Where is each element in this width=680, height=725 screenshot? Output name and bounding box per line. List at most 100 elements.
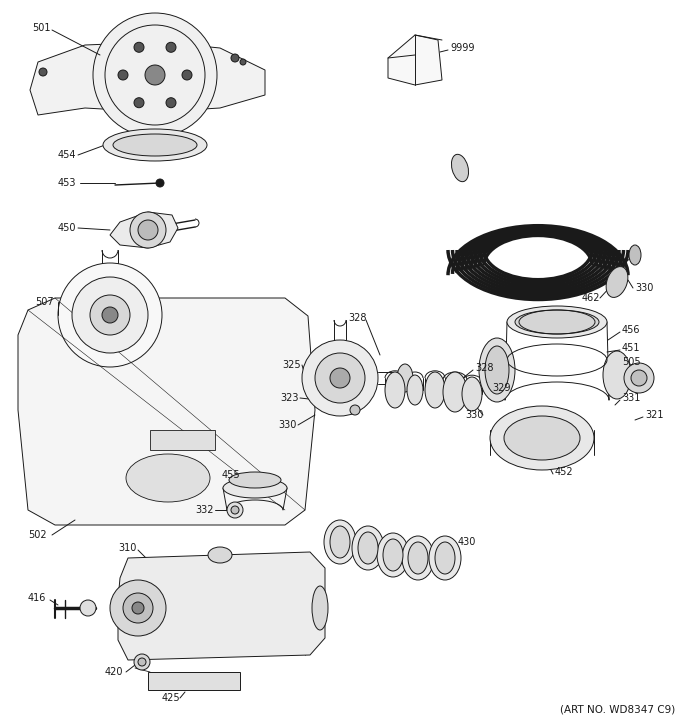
Ellipse shape — [397, 364, 413, 392]
Circle shape — [72, 277, 148, 353]
Ellipse shape — [126, 454, 210, 502]
Text: 332: 332 — [195, 505, 214, 515]
Ellipse shape — [606, 267, 628, 297]
Text: 330: 330 — [635, 283, 653, 293]
Circle shape — [130, 212, 166, 248]
Circle shape — [315, 353, 365, 403]
Text: 455: 455 — [222, 470, 241, 480]
Ellipse shape — [425, 372, 445, 408]
Circle shape — [156, 179, 164, 187]
Ellipse shape — [402, 536, 434, 580]
Circle shape — [93, 13, 217, 137]
Polygon shape — [150, 430, 215, 450]
Circle shape — [227, 502, 243, 518]
Ellipse shape — [485, 346, 509, 394]
Ellipse shape — [479, 338, 515, 402]
Polygon shape — [18, 298, 315, 525]
Ellipse shape — [229, 472, 281, 488]
Text: (ART NO. WD8347 C9): (ART NO. WD8347 C9) — [560, 705, 675, 715]
Ellipse shape — [80, 600, 96, 616]
Text: 330: 330 — [465, 410, 483, 420]
Polygon shape — [148, 672, 240, 690]
Text: 453: 453 — [58, 178, 76, 188]
Ellipse shape — [507, 306, 607, 338]
Ellipse shape — [515, 310, 599, 334]
Text: 323: 323 — [280, 393, 299, 403]
Circle shape — [231, 506, 239, 514]
Circle shape — [631, 370, 647, 386]
Text: 321: 321 — [645, 410, 664, 420]
Text: 507: 507 — [35, 297, 54, 307]
Text: 416: 416 — [28, 593, 46, 603]
Circle shape — [182, 70, 192, 80]
Ellipse shape — [435, 542, 455, 574]
Circle shape — [350, 405, 360, 415]
Circle shape — [110, 580, 166, 636]
Ellipse shape — [629, 245, 641, 265]
Text: 9999: 9999 — [450, 43, 475, 53]
Polygon shape — [110, 212, 178, 248]
Text: 328: 328 — [348, 313, 367, 323]
Ellipse shape — [352, 526, 384, 570]
Ellipse shape — [603, 351, 631, 399]
Text: 328: 328 — [475, 363, 494, 373]
Text: 452: 452 — [555, 467, 574, 477]
Circle shape — [123, 593, 153, 623]
Ellipse shape — [429, 536, 461, 580]
Text: 330: 330 — [278, 420, 296, 430]
Polygon shape — [30, 42, 265, 115]
Circle shape — [302, 340, 378, 416]
Text: 325: 325 — [282, 360, 301, 370]
Polygon shape — [118, 552, 325, 660]
Circle shape — [138, 658, 146, 666]
Text: 329: 329 — [492, 383, 511, 393]
Circle shape — [624, 363, 654, 393]
Ellipse shape — [408, 542, 428, 574]
Circle shape — [134, 42, 144, 52]
Ellipse shape — [504, 416, 580, 460]
Circle shape — [39, 68, 47, 76]
Ellipse shape — [407, 375, 423, 405]
Circle shape — [231, 54, 239, 62]
Text: 331: 331 — [622, 393, 641, 403]
Text: 420: 420 — [105, 667, 124, 677]
Ellipse shape — [330, 526, 350, 558]
Circle shape — [132, 602, 144, 614]
Text: 310: 310 — [118, 543, 137, 553]
Ellipse shape — [312, 586, 328, 630]
Circle shape — [166, 98, 176, 108]
Text: 502: 502 — [28, 530, 47, 540]
Ellipse shape — [377, 533, 409, 577]
Ellipse shape — [462, 377, 482, 411]
Circle shape — [138, 220, 158, 240]
Ellipse shape — [113, 134, 197, 156]
Circle shape — [145, 65, 165, 85]
Circle shape — [134, 654, 150, 670]
Polygon shape — [388, 35, 442, 85]
Ellipse shape — [208, 547, 232, 563]
Text: 462: 462 — [582, 293, 600, 303]
Ellipse shape — [324, 520, 356, 564]
Ellipse shape — [358, 532, 378, 564]
Text: 425: 425 — [162, 693, 181, 703]
Ellipse shape — [223, 478, 287, 498]
Circle shape — [118, 70, 128, 80]
Circle shape — [330, 368, 350, 388]
Text: 501: 501 — [32, 23, 50, 33]
Circle shape — [58, 263, 162, 367]
Ellipse shape — [103, 129, 207, 161]
Ellipse shape — [385, 372, 405, 408]
Text: 456: 456 — [622, 325, 641, 335]
Circle shape — [102, 307, 118, 323]
Text: 450: 450 — [58, 223, 76, 233]
Text: 451: 451 — [622, 343, 641, 353]
Text: 430: 430 — [458, 537, 477, 547]
Ellipse shape — [490, 406, 594, 470]
Text: 505: 505 — [622, 357, 641, 367]
Circle shape — [240, 59, 246, 65]
Text: 454: 454 — [58, 150, 76, 160]
Circle shape — [90, 295, 130, 335]
Circle shape — [166, 42, 176, 52]
Ellipse shape — [452, 154, 469, 182]
Ellipse shape — [383, 539, 403, 571]
